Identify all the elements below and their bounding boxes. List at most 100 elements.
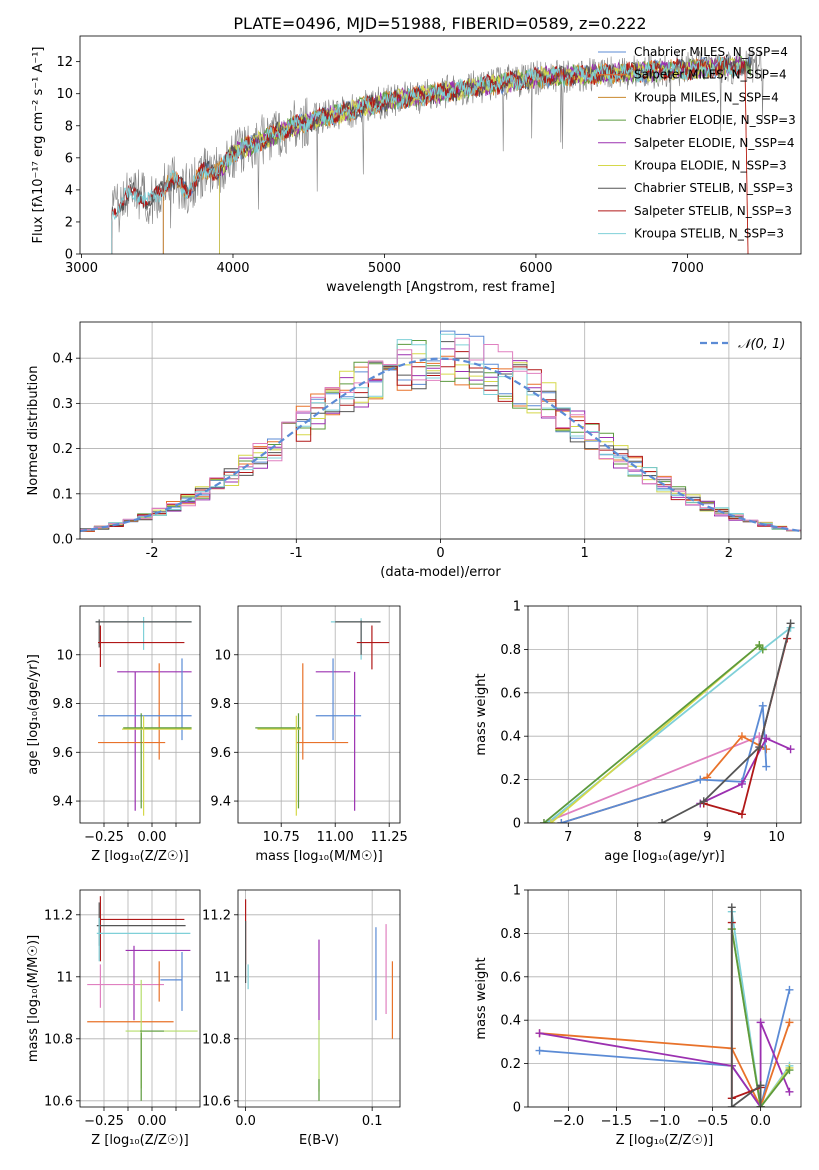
- weight-marker: [737, 779, 746, 788]
- errorbar-2: [335, 620, 381, 655]
- errorbar-3: [98, 625, 185, 667]
- errorbar-1: [99, 896, 185, 962]
- ticks: −0.25 0.00 10.6 10.8 11 11.2: [44, 908, 177, 1129]
- y-tick-label: 0.2: [52, 442, 73, 457]
- x-tick-label: −1.5: [601, 1114, 633, 1129]
- weight-line: [543, 643, 764, 823]
- gaussian-curve: [80, 357, 801, 533]
- weight-series-8: [727, 903, 765, 1107]
- x-axis-label: age [log₁₀(age/yr)]: [604, 849, 725, 864]
- ticks: −2.0 −1.5 −1.0 −0.5 0.0 0 0.2 0.4 0.6 0.8 1: [500, 884, 771, 1130]
- errorbar-7: [255, 713, 301, 809]
- legend-entry: Kroupa STELIB, N_SSP=3: [634, 227, 784, 241]
- y-tick-label: 11: [214, 970, 231, 985]
- errorbar-9: [140, 1030, 164, 1101]
- weight-line: [699, 737, 791, 805]
- ticks: 10.75 11.00 11.25 9.4 9.6 9.8 10: [210, 648, 407, 845]
- x-tick-label: 9: [703, 830, 711, 845]
- weight-marker: [762, 734, 771, 743]
- y-tick-label: 0.4: [52, 352, 73, 367]
- x-tick-label: −0.5: [697, 1114, 729, 1129]
- weight-line: [730, 928, 791, 1107]
- y-tick-label: 9.8: [52, 697, 73, 712]
- y-axis-label: mass weight: [474, 957, 489, 1039]
- y-tick-label: 9.4: [52, 795, 73, 810]
- weight-marker: [756, 1081, 765, 1090]
- grid: [238, 606, 400, 823]
- x-tick-label: 1: [581, 546, 589, 561]
- x-tick-label: 2: [725, 546, 733, 561]
- weight-marker: [727, 903, 736, 912]
- legend: 𝒩(0, 1): [700, 337, 785, 352]
- x-tick-label: 0.00: [138, 1114, 167, 1129]
- x-tick-label: 8: [634, 830, 642, 845]
- axes-frame: [527, 889, 802, 1108]
- model-spectrum-9: [111, 55, 740, 254]
- errorbar-1: [330, 618, 381, 660]
- weight-marker: [699, 797, 708, 806]
- weight-line: [661, 623, 792, 823]
- x-axis-label: Z [log₁₀(Z/Z☉)]: [91, 849, 188, 864]
- x-axis-label: (data-model)/error: [380, 565, 501, 580]
- weight-series-9: [658, 619, 795, 823]
- y-axis-label: Normed distribution: [26, 366, 41, 496]
- ticks: 3000 4000 5000 6000 7000 0 2 4 6 8 10 12: [56, 55, 703, 276]
- x-axis-label: mass [log₁₀(M/M☉)]: [255, 849, 382, 864]
- legend-entry: 𝒩(0, 1): [738, 337, 785, 352]
- y-axis-label: Flux [fλ10⁻¹⁷ erg cm⁻² s⁻¹ A⁻¹]: [31, 47, 46, 244]
- weight-line: [539, 1022, 791, 1107]
- weight-marker: [755, 641, 764, 650]
- weight-marker: [786, 745, 795, 754]
- errorbar-8: [125, 979, 198, 1089]
- axes-frame: [79, 605, 201, 824]
- x-tick-label: -1: [290, 546, 303, 561]
- x-tick-label: 0.1: [362, 1114, 383, 1129]
- legend-entry: Kroupa MILES, N_SSP=4: [634, 90, 779, 104]
- legend-entry: Salpeter MILES, N_SSP=4: [634, 68, 787, 82]
- y-tick-label: 0.8: [500, 927, 521, 942]
- x-tick-label: -2: [146, 546, 159, 561]
- errorbar-4: [117, 671, 192, 811]
- y-tick-label: 0: [513, 1101, 521, 1116]
- x-tick-label: −2.0: [553, 1114, 585, 1129]
- y-tick-label: 10.6: [202, 1094, 231, 1109]
- legend-entry: Chabrier ELODIE, N_SSP=3: [634, 113, 796, 127]
- ticks: −0.25 0.00 9.4 9.6 9.8 10: [52, 648, 177, 845]
- y-tick-label: 0.3: [52, 397, 73, 412]
- weight-marker: [755, 743, 764, 752]
- y-tick-label: 1: [513, 600, 521, 615]
- plot-area: [535, 903, 794, 1107]
- weight-marker: [727, 1103, 736, 1107]
- x-tick-label: 11.25: [371, 830, 408, 845]
- x-axis-label: wavelength [Angstrom, rest frame]: [326, 280, 555, 295]
- panel-1: 3000 4000 5000 6000 7000 0 2 4 6 8 10 12 wavelength …: [31, 35, 802, 295]
- errorbar-8: [257, 715, 301, 816]
- errorbar-3: [356, 625, 390, 670]
- y-tick-label: 0.0: [52, 533, 73, 548]
- weight-marker: [546, 819, 555, 823]
- residual-histogram-9: [80, 337, 801, 534]
- axes-frame: [237, 605, 401, 824]
- weight-marker: [786, 619, 795, 628]
- panel-4: 10.75 11.00 11.25 9.4 9.6 9.8 10 mass [log₁₀(M/…: [210, 605, 408, 864]
- y-tick-label: 10: [56, 648, 73, 663]
- weight-marker: [557, 819, 566, 823]
- plot-area: [244, 899, 394, 1101]
- ticks: 0.0 0.1 10.6 10.8 11 11.2: [202, 908, 382, 1129]
- panel-8: −2.0 −1.5 −1.0 −0.5 0.0 0 0.2 0.4 0.6 0.8 1 Z [log₁…: [474, 884, 802, 1148]
- weight-marker: [762, 762, 771, 771]
- errorbar-7: [160, 952, 183, 1011]
- y-tick-label: 11: [56, 970, 73, 985]
- x-tick-label: −1.0: [649, 1114, 681, 1129]
- weight-marker: [696, 775, 705, 784]
- plot-area: [80, 330, 801, 534]
- y-tick-label: 10: [214, 648, 231, 663]
- legend: Chabrier MILES, N_SSP=4 Salpeter MILES, N…: [598, 45, 796, 241]
- weight-marker: [535, 1029, 544, 1038]
- x-axis-label: Z [log₁₀(Z/Z☉)]: [91, 1133, 188, 1148]
- x-tick-label: −0.25: [84, 830, 124, 845]
- x-tick-label: 0.00: [138, 830, 167, 845]
- x-tick-label: 10: [768, 830, 785, 845]
- y-axis-label: mass weight: [474, 673, 489, 755]
- weight-series-4: [539, 641, 767, 823]
